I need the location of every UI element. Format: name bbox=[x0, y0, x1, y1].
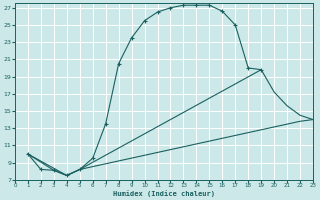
X-axis label: Humidex (Indice chaleur): Humidex (Indice chaleur) bbox=[113, 190, 215, 197]
